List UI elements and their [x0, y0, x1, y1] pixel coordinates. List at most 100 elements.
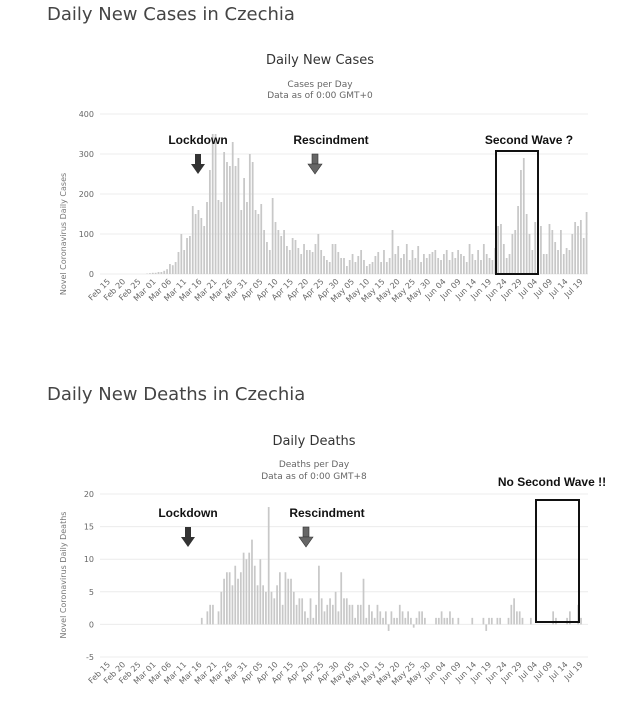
y-tick-label: 5 [89, 588, 94, 597]
bar [217, 611, 220, 625]
bar [257, 214, 260, 274]
bar [317, 234, 320, 274]
bar [203, 226, 206, 274]
bar [163, 270, 166, 274]
bar [283, 230, 285, 274]
bar [239, 572, 242, 625]
bar [388, 258, 391, 274]
bar [298, 598, 301, 625]
bar [160, 272, 163, 274]
annotation-rescindment: Rescindment [289, 506, 364, 520]
y-tick-label: 200 [79, 190, 94, 199]
bar [393, 617, 396, 625]
bar [411, 250, 414, 274]
bar [517, 206, 519, 274]
bar [237, 578, 239, 625]
y-ticks: -5 0 5 10 15 20 [84, 490, 94, 662]
bar [276, 585, 278, 625]
bar [270, 591, 273, 625]
bar [174, 262, 177, 274]
bar [200, 617, 203, 625]
chart-subtitle: Cases per Day [287, 80, 353, 90]
bar [231, 142, 234, 274]
bar [234, 166, 237, 274]
bar [326, 604, 329, 625]
y-axis-label: Novel Coronavirus Daily Cases [59, 173, 68, 295]
bar [357, 604, 359, 625]
bar [253, 565, 256, 625]
bar [435, 617, 437, 625]
bar [314, 244, 317, 274]
y-tick-label: 0 [89, 620, 94, 629]
bar [265, 591, 267, 625]
bar [365, 617, 368, 625]
annotation-no-second-wave: No Second Wave !! [498, 475, 606, 489]
bar [157, 272, 160, 274]
bar [404, 617, 407, 625]
bar [557, 250, 559, 274]
deaths-chart: Daily Deaths Deaths per Day Data as of 0… [59, 434, 606, 687]
bar [528, 234, 531, 274]
bar [513, 598, 515, 625]
bar [397, 246, 400, 274]
bar [380, 262, 382, 274]
bar [351, 254, 354, 274]
bar [331, 244, 334, 274]
rescindment-arrow-icon [307, 153, 323, 175]
y-tick-label: 100 [79, 230, 94, 239]
chart-title: Daily New Cases [266, 53, 374, 68]
bar [480, 260, 482, 274]
bar [514, 230, 517, 274]
bar [417, 246, 420, 274]
y-tick-label: 10 [84, 555, 94, 564]
bar [340, 258, 343, 274]
bar [482, 617, 485, 625]
bar [226, 572, 228, 625]
chart-subtitle: Deaths per Day [279, 460, 350, 470]
bar [440, 260, 442, 274]
bar [300, 254, 303, 274]
y-tick-label: 20 [84, 490, 94, 499]
bar [268, 250, 271, 274]
bar [577, 226, 579, 274]
bar [206, 611, 209, 625]
bar [251, 162, 254, 274]
chart-title: Daily Deaths [272, 434, 355, 449]
bar [568, 250, 571, 274]
annotation-lockdown: Lockdown [168, 133, 227, 147]
bar [477, 250, 480, 274]
bar [508, 254, 511, 274]
bar [377, 252, 380, 274]
bar [292, 591, 295, 625]
bar [485, 624, 488, 631]
bar [371, 262, 374, 274]
bar [391, 230, 394, 274]
bar [451, 617, 454, 625]
bar [228, 166, 231, 274]
bar [434, 250, 437, 274]
bar [471, 254, 474, 274]
bar [212, 604, 214, 625]
bar [551, 230, 554, 274]
bar [360, 250, 363, 274]
bar [457, 617, 460, 625]
bar [320, 250, 323, 274]
bar [318, 565, 320, 625]
bar [180, 234, 183, 274]
bar [368, 264, 371, 274]
bar [191, 206, 194, 274]
bar [343, 598, 345, 625]
bar [408, 260, 411, 274]
bar [337, 611, 340, 625]
bar [376, 604, 379, 625]
bar [373, 617, 376, 625]
bar [248, 552, 251, 625]
bars [200, 507, 582, 631]
bar [323, 611, 326, 625]
bar [511, 234, 514, 274]
bar [505, 258, 508, 274]
bar [415, 617, 418, 625]
bar [248, 154, 251, 274]
